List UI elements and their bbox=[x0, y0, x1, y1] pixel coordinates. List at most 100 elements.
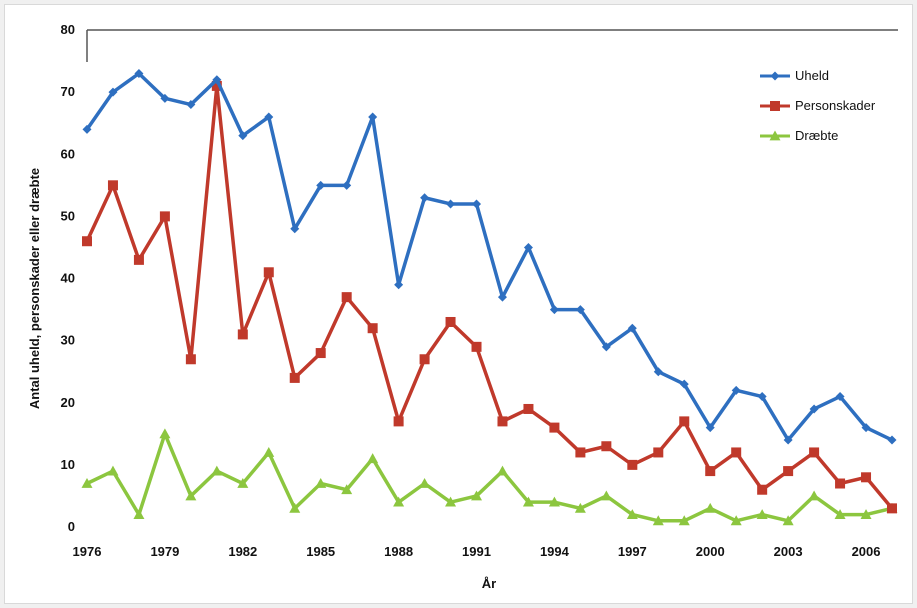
data-point bbox=[393, 416, 404, 427]
data-point bbox=[523, 242, 533, 252]
data-point bbox=[574, 502, 586, 513]
data-point bbox=[82, 236, 92, 247]
data-point bbox=[316, 180, 326, 190]
data-point bbox=[471, 490, 483, 501]
y-axis-title: Antal uheld, personskader eller dræbte bbox=[27, 168, 42, 409]
data-point bbox=[237, 478, 249, 488]
x-tick-label: 1985 bbox=[306, 544, 335, 559]
data-point bbox=[367, 453, 379, 464]
series-line bbox=[86, 432, 893, 523]
x-tick-label: 2003 bbox=[774, 544, 803, 559]
data-point bbox=[626, 509, 638, 519]
data-point bbox=[770, 101, 780, 111]
data-point bbox=[133, 509, 145, 519]
data-point bbox=[289, 372, 300, 383]
data-point bbox=[653, 447, 664, 458]
data-point bbox=[160, 93, 170, 103]
data-point bbox=[186, 100, 196, 110]
data-point bbox=[290, 224, 300, 234]
data-point bbox=[472, 199, 482, 209]
data-point bbox=[368, 112, 378, 122]
axes: 0 10 20 30 40 50 60 70 80 1976 1979 1982 1985 1988 199… bbox=[61, 22, 898, 559]
data-point bbox=[107, 180, 118, 191]
y-tick-label: 50 bbox=[61, 208, 75, 223]
data-point bbox=[757, 484, 768, 495]
data-point bbox=[263, 267, 274, 278]
data-point bbox=[497, 292, 507, 302]
y-tick-label: 20 bbox=[61, 395, 75, 410]
series-layer bbox=[81, 68, 898, 526]
data-point bbox=[731, 385, 741, 395]
data-point bbox=[263, 446, 275, 457]
legend-label: Dræbte bbox=[795, 128, 838, 143]
y-tick-label: 80 bbox=[61, 22, 75, 37]
series-uheld bbox=[82, 68, 897, 445]
data-point bbox=[445, 496, 457, 507]
data-point bbox=[652, 515, 664, 526]
data-point bbox=[496, 465, 508, 476]
data-point bbox=[211, 465, 223, 476]
data-point bbox=[523, 403, 534, 414]
data-point bbox=[705, 466, 716, 477]
x-tick-label: 2000 bbox=[696, 544, 725, 559]
legend-label: Uheld bbox=[795, 68, 829, 83]
data-point bbox=[835, 392, 845, 402]
data-point bbox=[600, 490, 612, 501]
data-point bbox=[549, 422, 560, 433]
x-tick-label: 1982 bbox=[228, 544, 257, 559]
x-tick-label: 1994 bbox=[540, 544, 570, 559]
data-point bbox=[653, 367, 663, 377]
data-point bbox=[393, 496, 405, 507]
series-dræbte bbox=[81, 428, 898, 526]
data-point bbox=[107, 465, 119, 476]
data-point bbox=[367, 323, 378, 334]
data-point bbox=[627, 459, 638, 470]
data-point bbox=[704, 502, 716, 513]
data-point bbox=[315, 348, 326, 359]
data-point bbox=[497, 416, 508, 427]
series-personskader bbox=[82, 80, 897, 514]
chart-container bbox=[4, 4, 913, 604]
legend-item: Uheld bbox=[760, 68, 829, 83]
data-point bbox=[212, 75, 222, 85]
data-point bbox=[471, 341, 482, 352]
data-point bbox=[342, 180, 352, 190]
data-point bbox=[237, 329, 248, 340]
data-point bbox=[394, 280, 404, 290]
x-tick-label: 1988 bbox=[384, 544, 413, 559]
data-point bbox=[705, 423, 715, 433]
data-point bbox=[341, 484, 353, 495]
data-point bbox=[133, 254, 144, 265]
data-point bbox=[211, 80, 222, 91]
x-tick-label: 2006 bbox=[852, 544, 881, 559]
data-point bbox=[861, 472, 872, 483]
y-tick-label: 70 bbox=[61, 84, 75, 99]
data-point bbox=[601, 441, 612, 452]
x-tick-label: 1976 bbox=[73, 544, 102, 559]
series-line bbox=[85, 71, 893, 442]
data-point bbox=[757, 392, 767, 402]
x-tick-label: 1991 bbox=[462, 544, 491, 559]
data-point bbox=[809, 447, 820, 458]
data-point bbox=[679, 416, 690, 427]
data-point bbox=[522, 496, 534, 507]
data-point bbox=[134, 68, 144, 78]
data-point bbox=[82, 124, 92, 134]
data-point bbox=[185, 490, 197, 501]
series-line bbox=[85, 84, 894, 510]
y-tick-label: 10 bbox=[61, 457, 75, 472]
data-point bbox=[782, 515, 794, 526]
data-point bbox=[419, 478, 431, 488]
data-point bbox=[264, 112, 274, 122]
y-tick-label: 40 bbox=[61, 271, 75, 286]
legend-item: Dræbte bbox=[760, 128, 838, 143]
data-point bbox=[887, 503, 897, 514]
data-point bbox=[730, 515, 742, 526]
data-point bbox=[420, 193, 430, 203]
data-point bbox=[575, 447, 586, 458]
data-point bbox=[341, 292, 352, 303]
data-point bbox=[783, 435, 793, 445]
data-point bbox=[887, 435, 897, 445]
data-point bbox=[159, 428, 171, 439]
